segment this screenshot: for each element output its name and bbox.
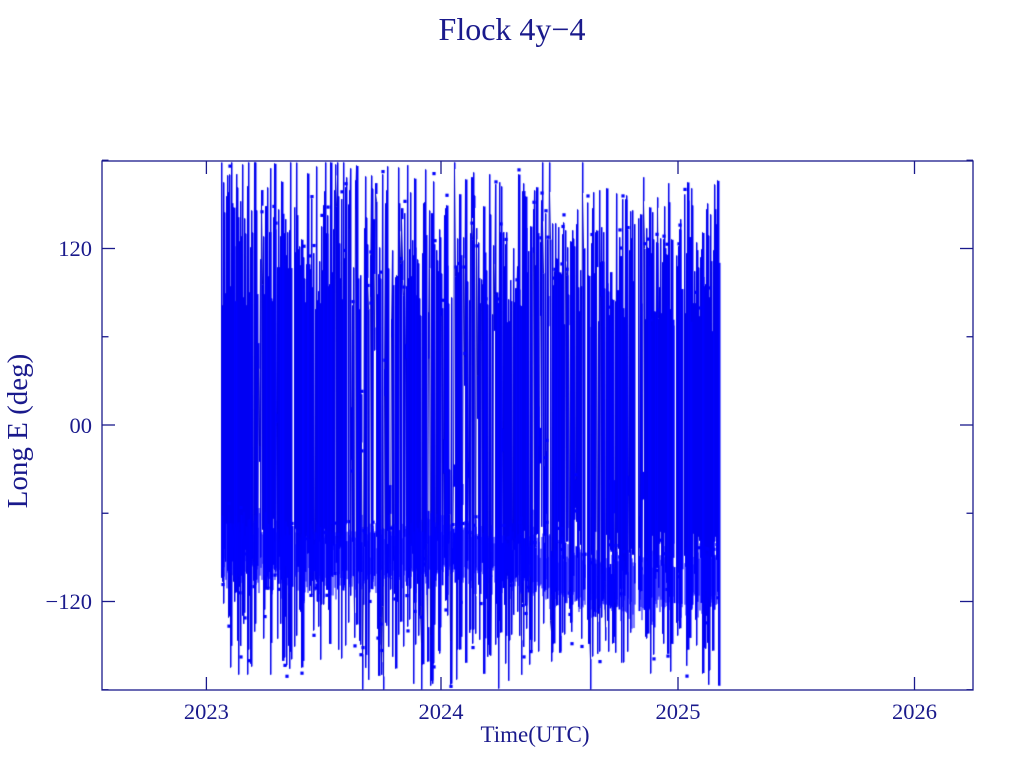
svg-text:120: 120: [58, 236, 92, 261]
svg-text:Long E (deg): Long E (deg): [2, 354, 34, 509]
svg-text:2023: 2023: [184, 699, 229, 724]
svg-text:−120: −120: [46, 589, 92, 614]
svg-text:00: 00: [70, 413, 93, 438]
svg-text:Flock 4y−4: Flock 4y−4: [439, 11, 586, 47]
svg-text:2024: 2024: [419, 699, 464, 724]
svg-text:2025: 2025: [656, 699, 701, 724]
svg-text:Time(UTC): Time(UTC): [480, 722, 589, 747]
svg-text:2026: 2026: [892, 699, 937, 724]
